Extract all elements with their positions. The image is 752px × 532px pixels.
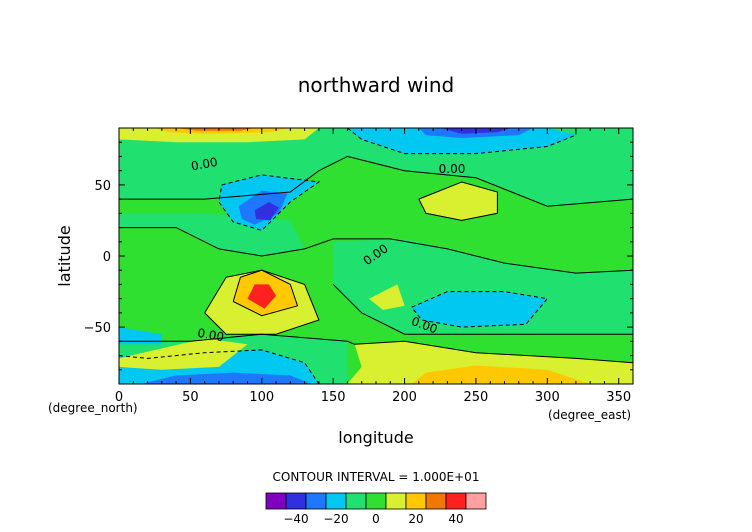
colorbar-swatch xyxy=(285,492,307,510)
colorbar: −40 −20 0 20 40 xyxy=(265,492,487,526)
x-tick-label: 0 xyxy=(115,390,123,405)
x-tick-label: 100 xyxy=(249,390,274,405)
contour-line-negative xyxy=(218,174,321,231)
contour-line xyxy=(119,227,633,274)
contour-interval: CONTOUR INTERVAL = 1.000E+01 xyxy=(273,470,480,484)
colorbar-swatch xyxy=(365,492,387,510)
contour-line-negative xyxy=(347,128,577,155)
x-axis-label: longitude xyxy=(338,428,413,447)
colorbar-swatch xyxy=(445,492,467,510)
y-unit-label: (degree_north) xyxy=(48,401,138,415)
contour-region xyxy=(119,327,162,345)
colorbar-tick-label: 40 xyxy=(448,512,463,526)
x-tick-label: 200 xyxy=(392,390,417,405)
contour-line xyxy=(232,269,299,317)
contour-label: 0.00 xyxy=(439,162,466,176)
colorbar-tick-label: −40 xyxy=(283,512,308,526)
axis-ticks: 0 50 100 150 200 250 300 350 −50 0 50 xyxy=(84,128,633,405)
colorbar-swatch xyxy=(425,492,447,510)
colorbar-tick-label: −20 xyxy=(323,512,348,526)
colorbar-tick-label: 0 xyxy=(372,512,380,526)
y-tick-label: −50 xyxy=(84,321,111,336)
contour-line xyxy=(119,155,633,207)
x-tick-label: 250 xyxy=(464,390,489,405)
colorbar-swatch xyxy=(265,492,287,510)
colorbar-swatch xyxy=(465,492,487,510)
y-axis-label: latitude xyxy=(55,225,74,286)
contour-region xyxy=(347,341,633,384)
contour-line-negative xyxy=(411,291,549,328)
x-tick-label: 350 xyxy=(606,390,631,405)
contour-fill xyxy=(119,128,633,384)
colorbar-swatch xyxy=(345,492,367,510)
colorbar-swatch xyxy=(405,492,427,510)
contour-region xyxy=(247,284,277,309)
contour-line xyxy=(332,284,633,335)
contour-region xyxy=(368,284,405,310)
contour-label: 0.00 xyxy=(196,326,225,344)
contour-lines xyxy=(119,128,633,384)
colorbar-tick-label: 20 xyxy=(408,512,423,526)
contour-line xyxy=(119,333,633,364)
x-tick-label: 300 xyxy=(535,390,560,405)
contour-label: 0.00 xyxy=(190,155,219,173)
chart-title: northward wind xyxy=(298,73,454,97)
contour-line-negative xyxy=(119,349,320,384)
colorbar-swatch xyxy=(305,492,327,510)
y-tick-label: 50 xyxy=(94,179,111,194)
x-unit-label: (degree_east) xyxy=(548,408,631,422)
colorbar-swatch xyxy=(385,492,407,510)
contour-region xyxy=(140,372,312,384)
contour-region xyxy=(176,128,255,131)
contour-line xyxy=(204,269,320,335)
contour-region xyxy=(411,291,548,328)
y-tick-label: 0 xyxy=(103,250,111,265)
contour-region xyxy=(333,238,633,335)
x-tick-label: 50 xyxy=(182,390,199,405)
colorbar-swatch xyxy=(325,492,347,510)
contour-region xyxy=(411,365,591,384)
contour-line xyxy=(418,181,498,221)
contour-region xyxy=(254,202,279,221)
x-tick-label: 150 xyxy=(321,390,346,405)
contour-region xyxy=(119,338,248,370)
